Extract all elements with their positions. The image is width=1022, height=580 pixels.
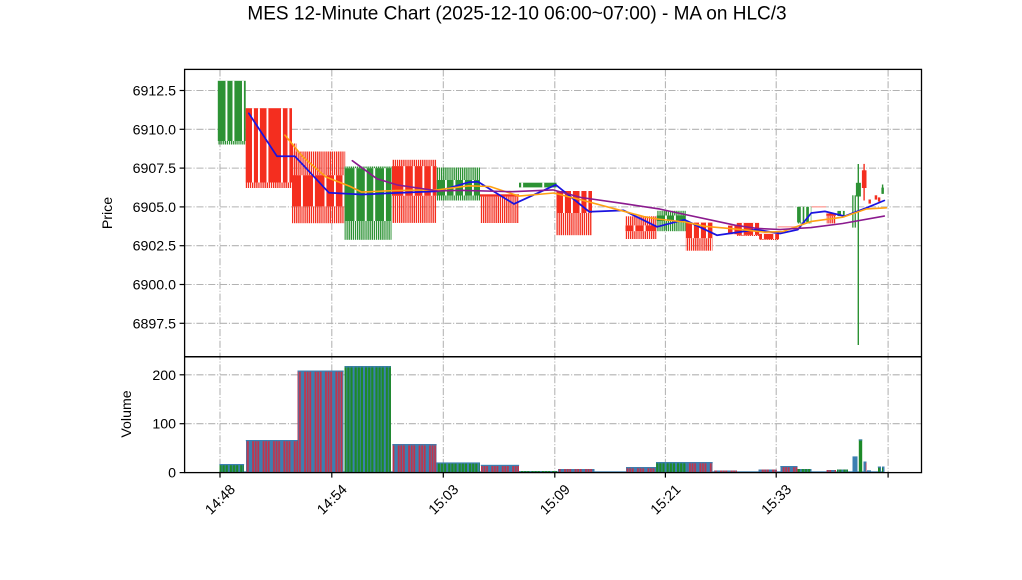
svg-text:MES 12-Minute Chart (2025-12-1: MES 12-Minute Chart (2025-12-10 06:00~07…	[247, 4, 786, 25]
svg-text:6905.0: 6905.0	[133, 200, 177, 216]
svg-text:6900.0: 6900.0	[133, 278, 177, 294]
svg-text:6902.5: 6902.5	[133, 239, 177, 255]
svg-text:200: 200	[152, 368, 176, 384]
svg-text:6907.5: 6907.5	[133, 161, 177, 177]
svg-text:Price: Price	[100, 197, 116, 229]
svg-text:6910.0: 6910.0	[133, 122, 177, 138]
svg-text:0: 0	[168, 466, 176, 482]
svg-text:6897.5: 6897.5	[133, 316, 177, 332]
svg-text:Volume: Volume	[119, 390, 135, 437]
svg-text:100: 100	[152, 417, 176, 433]
svg-text:6912.5: 6912.5	[133, 84, 177, 100]
